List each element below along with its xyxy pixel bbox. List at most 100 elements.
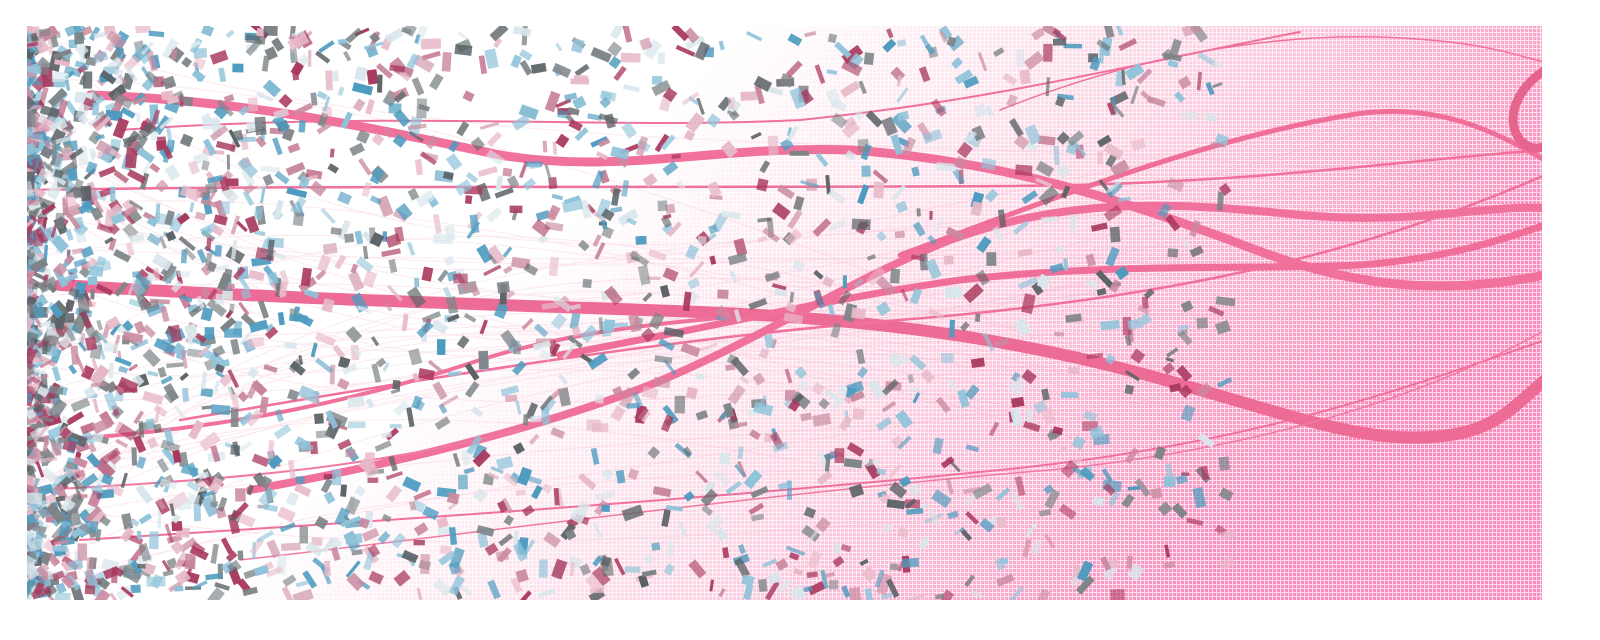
confetti-piece [671, 154, 681, 159]
confetti-piece [662, 87, 678, 103]
confetti-piece [956, 141, 973, 159]
confetti-piece [262, 173, 274, 187]
confetti-piece [628, 314, 642, 333]
confetti-piece [1015, 49, 1025, 67]
confetti-piece [940, 589, 955, 600]
confetti-piece [330, 546, 341, 562]
confetti-piece [830, 112, 848, 129]
confetti-piece [321, 298, 335, 313]
confetti-piece [401, 549, 419, 564]
confetti-piece [365, 99, 375, 115]
confetti-piece [815, 516, 831, 533]
confetti-piece [388, 258, 398, 273]
confetti-piece [841, 44, 864, 65]
confetti-piece [1180, 404, 1196, 422]
confetti-piece [844, 149, 857, 161]
confetti-piece [390, 388, 401, 395]
confetti-piece [531, 218, 551, 237]
confetti-piece [27, 328, 39, 344]
confetti-piece [788, 399, 801, 412]
confetti-piece [487, 131, 503, 147]
confetti-piece [329, 148, 335, 158]
confetti-piece [128, 199, 144, 211]
confetti-piece [1118, 38, 1138, 51]
confetti-piece [608, 55, 622, 69]
confetti-piece [235, 512, 256, 528]
confetti-piece [27, 559, 38, 577]
confetti-piece [951, 57, 964, 70]
confetti-piece [192, 56, 207, 71]
confetti-piece [970, 201, 983, 217]
confetti-piece [861, 165, 871, 177]
confetti-piece [272, 137, 283, 156]
confetti-piece [297, 385, 321, 404]
confetti-piece [1044, 489, 1061, 510]
confetti-piece [627, 468, 639, 480]
confetti-piece [204, 327, 215, 340]
confetti-piece [472, 449, 491, 468]
confetti-piece [1097, 151, 1103, 165]
confetti-piece [683, 491, 695, 502]
confetti-piece [464, 381, 480, 398]
confetti-piece [392, 379, 401, 390]
confetti-piece [196, 295, 206, 310]
confetti-piece [858, 80, 867, 95]
ribbons [28, 31, 1542, 561]
confetti-piece [965, 511, 979, 525]
confetti-piece [1192, 486, 1207, 509]
confetti-piece [598, 113, 619, 124]
confetti-piece [947, 377, 958, 392]
confetti-piece [122, 133, 142, 145]
confetti-piece [935, 162, 957, 172]
confetti-piece [727, 110, 738, 117]
confetti-piece [290, 61, 305, 77]
confetti-piece [27, 171, 35, 190]
confetti-piece [180, 464, 199, 477]
confetti-piece [297, 53, 311, 67]
confetti-piece [180, 249, 188, 264]
confetti-piece [949, 319, 956, 338]
confetti-piece [443, 255, 455, 266]
confetti-piece [757, 217, 772, 223]
confetti-piece [1216, 377, 1233, 388]
confetti-piece [345, 27, 363, 44]
confetti-piece [432, 233, 454, 245]
confetti-piece [685, 244, 699, 260]
confetti-piece [68, 147, 84, 161]
confetti-piece [31, 73, 50, 92]
confetti-piece [136, 147, 155, 163]
confetti-piece [155, 179, 169, 193]
confetti-piece [70, 397, 91, 413]
confetti-piece [502, 246, 513, 258]
confetti-piece [725, 364, 736, 371]
confetti-piece [90, 289, 95, 300]
confetti-piece [986, 252, 997, 266]
confetti-piece [621, 121, 638, 139]
confetti-piece [284, 341, 297, 350]
confetti-piece [1043, 484, 1055, 495]
confetti-piece [839, 80, 861, 98]
confetti-piece [641, 385, 659, 400]
confetti-piece [859, 558, 869, 567]
confetti-piece [191, 69, 206, 83]
confetti-piece [293, 102, 313, 116]
confetti-piece [577, 472, 597, 491]
confetti-piece [662, 267, 679, 282]
confetti-piece [705, 513, 725, 534]
confetti-piece [414, 399, 426, 412]
confetti-piece [146, 216, 158, 228]
confetti-piece [1056, 131, 1070, 145]
confetti-piece [58, 436, 69, 444]
confetti-piece [988, 421, 1000, 437]
confetti-piece [164, 164, 181, 182]
confetti-piece [1025, 522, 1038, 538]
confetti-piece [512, 360, 527, 376]
confetti-piece [1043, 43, 1053, 62]
confetti-piece [112, 117, 130, 139]
confetti-piece [1112, 104, 1125, 118]
confetti-piece [384, 126, 392, 139]
confetti-piece [872, 169, 889, 184]
confetti-piece [717, 289, 729, 299]
confetti-piece [1215, 296, 1236, 307]
confetti-piece [161, 263, 177, 284]
